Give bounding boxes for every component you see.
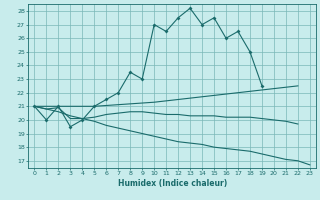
X-axis label: Humidex (Indice chaleur): Humidex (Indice chaleur): [117, 179, 227, 188]
